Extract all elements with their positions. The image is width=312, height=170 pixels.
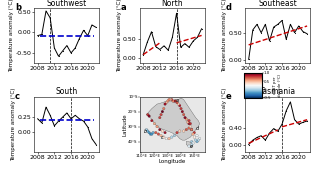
Point <box>157 116 162 119</box>
Point <box>144 128 149 131</box>
Y-axis label: Temperature anomaly (°C): Temperature anomaly (°C) <box>9 0 14 72</box>
Text: b: b <box>144 129 147 134</box>
Point <box>184 128 189 131</box>
Point <box>176 103 181 105</box>
Point <box>177 130 182 132</box>
Text: d: d <box>195 126 198 131</box>
Text: a: a <box>120 3 126 12</box>
Point <box>181 113 186 116</box>
Point <box>188 122 193 125</box>
Point <box>161 136 166 139</box>
Point <box>145 113 150 116</box>
Point <box>164 101 169 104</box>
Point <box>187 145 192 148</box>
Point <box>172 134 177 137</box>
Point <box>152 122 157 125</box>
Point <box>165 100 170 103</box>
Point <box>167 98 172 101</box>
Point <box>183 116 188 119</box>
Polygon shape <box>146 98 200 140</box>
Point <box>156 133 161 135</box>
Title: Southeast: Southeast <box>259 0 297 8</box>
Point <box>196 139 201 141</box>
Point <box>172 100 177 103</box>
Point <box>153 131 158 134</box>
Point <box>177 104 182 107</box>
Point <box>174 101 179 104</box>
Point <box>160 130 165 132</box>
Y-axis label: eBST per
decade (°C): eBST per decade (°C) <box>273 74 281 97</box>
Point <box>149 133 154 135</box>
Polygon shape <box>186 142 193 148</box>
Point <box>168 98 173 101</box>
Point <box>191 133 196 135</box>
Y-axis label: Temperature anomaly (°C): Temperature anomaly (°C) <box>11 88 16 161</box>
Point <box>181 130 186 132</box>
Point <box>158 134 163 137</box>
Point <box>189 128 194 131</box>
Point <box>171 100 176 103</box>
Point <box>151 131 156 134</box>
Title: North: North <box>162 0 183 8</box>
Point <box>187 122 192 125</box>
Y-axis label: Temperature anomaly (°C): Temperature anomaly (°C) <box>117 0 122 72</box>
Y-axis label: Latitude: Latitude <box>122 113 127 136</box>
Y-axis label: Temperature anomaly (°C): Temperature anomaly (°C) <box>222 0 227 72</box>
Text: d: d <box>226 3 232 12</box>
Point <box>194 134 199 137</box>
Title: Tasmania: Tasmania <box>260 88 296 97</box>
Point <box>192 136 197 139</box>
Point <box>164 137 169 140</box>
Point <box>180 110 185 113</box>
Point <box>189 128 194 131</box>
Point <box>191 142 196 144</box>
Point <box>178 107 183 110</box>
Title: South: South <box>56 88 78 97</box>
Point <box>157 128 162 131</box>
Point <box>185 121 190 123</box>
Point <box>192 131 197 134</box>
Text: c: c <box>15 92 20 101</box>
Text: b: b <box>15 3 21 12</box>
Point <box>147 131 152 134</box>
Point <box>194 140 199 143</box>
Point <box>167 137 172 140</box>
Point <box>174 131 179 134</box>
Text: c: c <box>161 135 164 140</box>
Point <box>184 118 189 121</box>
Point <box>189 140 194 143</box>
Point <box>189 143 194 146</box>
Point <box>188 125 193 128</box>
Point <box>155 125 160 128</box>
Point <box>173 100 178 103</box>
Point <box>149 119 154 122</box>
Text: e: e <box>226 92 232 101</box>
Point <box>147 115 152 117</box>
Point <box>148 133 153 135</box>
Point <box>158 113 163 116</box>
Point <box>187 119 192 122</box>
Point <box>169 136 174 139</box>
Point <box>163 103 168 105</box>
Point <box>197 137 202 140</box>
Y-axis label: Temperature anomaly (°C): Temperature anomaly (°C) <box>222 88 227 161</box>
Text: e: e <box>190 144 193 149</box>
X-axis label: Longitude: Longitude <box>159 159 186 164</box>
Point <box>187 127 192 130</box>
Point <box>145 130 150 132</box>
Point <box>193 139 198 141</box>
Title: Southwest: Southwest <box>47 0 87 8</box>
Point <box>169 98 174 101</box>
Point <box>160 110 165 113</box>
Point <box>163 131 168 134</box>
Text: a: a <box>176 98 178 103</box>
Point <box>161 107 166 110</box>
